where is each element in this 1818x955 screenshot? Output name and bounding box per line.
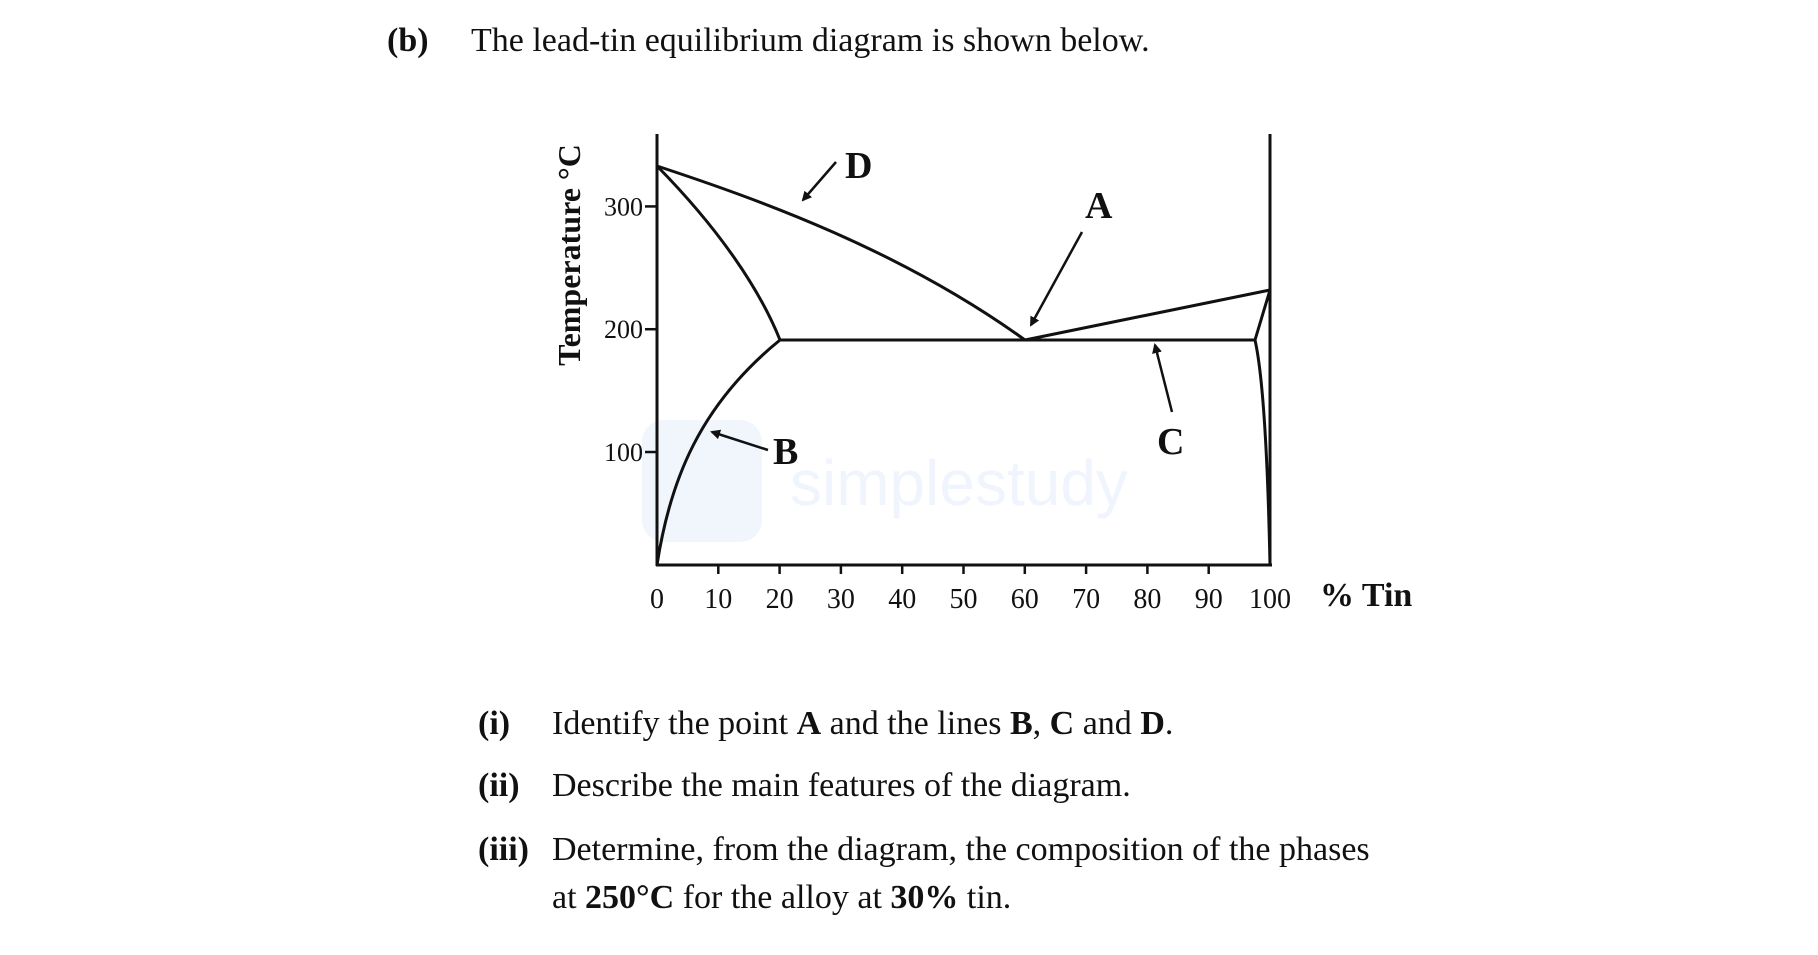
x-tick-label: 90 [1195,584,1223,615]
part-text: The lead-tin equilibrium diagram is show… [471,22,1150,59]
watermark-text: simplestudy [790,447,1128,519]
arrow-D [801,161,837,202]
question-segment: A [796,705,822,742]
arrow-A [1029,231,1084,327]
label-B-group: B [710,429,798,473]
question-segment: Determine, from the diagram, the composi… [552,831,1370,868]
x-tick-label: 100 [1249,584,1291,615]
question-segment: B [1009,705,1033,742]
question-number: (iii) [478,831,529,868]
x-tick-label: 50 [950,584,978,615]
question-segment: D [1140,705,1165,742]
x-tick-label: 30 [827,584,855,615]
lead-tin-diagram: simplestudy 0 10 20 30 40 50 60 70 80 90 100 100 20… [551,134,1412,615]
question-number: (i) [478,705,511,742]
solvus-line-left [655,338,781,566]
arrow-B [710,429,769,452]
part-label: (b) [387,22,429,59]
x-tick-label: 80 [1133,584,1161,615]
x-ticks: 0 10 20 30 40 50 60 70 80 90 100 [650,565,1291,615]
question-segment: 30% [890,879,959,916]
x-tick-label: 40 [888,584,916,615]
label-A-group: A [1029,185,1113,327]
label-B: B [773,431,798,473]
x-tick-label: 10 [704,584,732,615]
label-D: D [845,145,872,187]
question-i: (i) Identify the point A and the lines B,… [478,700,1173,748]
y-ticks: 100 200 300 [604,192,657,467]
y-tick-label: 200 [604,315,643,344]
liquidus-line-right [1024,288,1271,342]
question-number: (ii) [478,767,520,804]
question-segment: Identify the point [552,705,797,742]
x-tick-label: 0 [650,584,664,615]
y-axis-label: Temperature °C [551,144,587,366]
question-text-continued: at 250°C for the alloy at 30% tin. [552,879,1011,916]
label-C-group: C [1152,343,1184,463]
question-text: Identify the point A and the lines B, C … [552,705,1173,742]
question-ii: (ii) Describe the main features of the di… [478,762,1131,810]
question-segment: and the lines [821,705,1010,742]
x-axis-label: % Tin [1320,577,1412,614]
liquidus-line-left [656,164,1026,342]
question-text: Describe the main features of the diagra… [552,767,1131,804]
label-C: C [1157,421,1184,463]
question-segment: tin. [958,879,1012,916]
question-segment: , [1032,705,1050,742]
watermark: simplestudy [642,420,1128,542]
question-segment: 250°C [585,879,675,916]
part-heading: (b) The lead-tin equilibrium diagram is s… [387,22,1150,60]
x-tick-label: 60 [1011,584,1039,615]
watermark-logo [642,420,762,542]
y-tick-label: 300 [604,192,643,221]
solidus-line-right [1253,289,1272,341]
x-tick-label: 20 [766,584,794,615]
solvus-line-right [1253,339,1272,566]
question-segment: and [1074,705,1141,742]
label-A: A [1085,185,1113,227]
arrow-C [1152,343,1174,413]
x-tick-label: 70 [1072,584,1100,615]
question-segment: Describe the main features of the diagra… [552,767,1131,804]
solidus-line-left [655,164,782,341]
question-segment: . [1164,705,1174,742]
question-text: Determine, from the diagram, the composi… [552,831,1370,868]
question-iii: (iii) Determine, from the diagram, the co… [478,826,1370,922]
y-tick-label: 100 [604,438,643,467]
question-segment: at [552,879,586,916]
question-segment: for the alloy at [674,879,891,916]
label-D-group: D [801,145,872,202]
question-segment: C [1049,705,1075,742]
